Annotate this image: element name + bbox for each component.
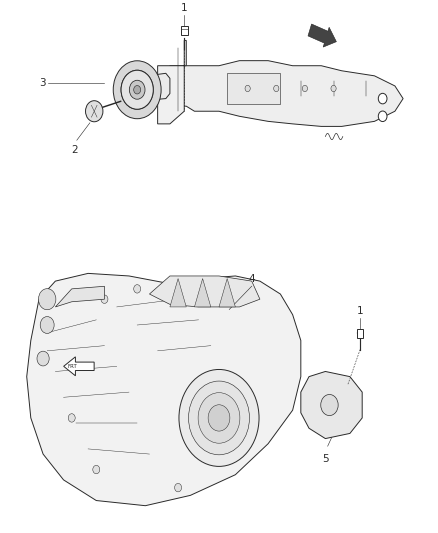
Wedge shape [113,61,161,119]
Circle shape [198,393,240,443]
Circle shape [321,394,338,416]
Circle shape [37,351,49,366]
Circle shape [39,289,56,310]
Circle shape [378,111,387,122]
Polygon shape [27,273,301,506]
Polygon shape [219,279,235,307]
Text: 1: 1 [357,306,364,316]
Text: 3: 3 [39,78,46,88]
Text: 1: 1 [181,3,187,13]
Text: 5: 5 [322,454,329,464]
Circle shape [134,85,141,94]
Polygon shape [55,286,104,307]
Text: FRT: FRT [67,364,77,369]
Circle shape [331,85,336,92]
Polygon shape [137,74,170,101]
Circle shape [188,381,250,455]
Circle shape [85,101,103,122]
Polygon shape [170,61,403,126]
Polygon shape [64,357,94,376]
Circle shape [101,295,108,303]
FancyBboxPatch shape [181,26,188,35]
Circle shape [378,93,387,104]
Circle shape [302,85,307,92]
Polygon shape [170,279,186,307]
Circle shape [93,465,100,474]
Circle shape [208,405,230,431]
Polygon shape [308,24,336,47]
Text: 4: 4 [248,273,255,284]
Circle shape [274,85,279,92]
Polygon shape [194,279,211,307]
FancyBboxPatch shape [357,329,363,338]
Circle shape [129,80,145,99]
Text: 2: 2 [71,146,78,156]
Circle shape [179,369,259,466]
Polygon shape [158,41,186,124]
Circle shape [134,285,141,293]
Circle shape [40,317,54,334]
Polygon shape [149,276,260,307]
Polygon shape [301,372,362,439]
Circle shape [175,483,182,492]
Circle shape [121,70,153,109]
Circle shape [245,85,250,92]
Polygon shape [227,74,280,103]
Circle shape [68,414,75,422]
